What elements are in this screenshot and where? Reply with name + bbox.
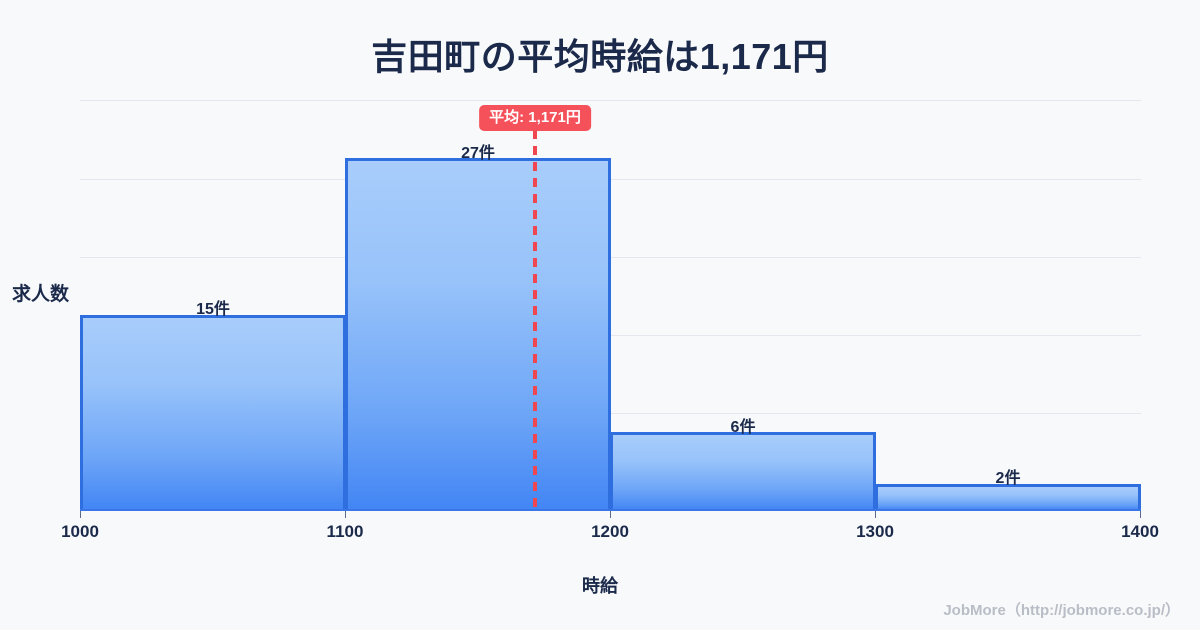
- watermark-credit: JobMore（http://jobmore.co.jp/）: [943, 602, 1180, 619]
- x-tick-label: 1400: [1121, 522, 1159, 541]
- histogram-bar: [345, 158, 611, 510]
- x-tick-label: 1100: [326, 522, 364, 541]
- x-tick-label: 1000: [61, 522, 99, 541]
- bar-value-label: 6件: [730, 419, 756, 436]
- bar-value-label: 27件: [461, 145, 495, 162]
- chart-title: 吉田町の平均時給は1,171円: [371, 36, 829, 77]
- average-badge: 平均: 1,171円: [479, 105, 591, 132]
- bar-value-label: 2件: [995, 470, 1021, 487]
- bar-value-label: 15件: [196, 301, 230, 318]
- x-tick-mark: [80, 511, 81, 518]
- x-tick-label: 1300: [856, 522, 894, 541]
- y-axis-title: 求人数: [12, 284, 70, 305]
- x-tick-mark: [610, 511, 611, 518]
- x-tick-mark: [1140, 511, 1141, 518]
- x-axis-title: 時給: [582, 576, 618, 596]
- average-line: [533, 130, 537, 510]
- histogram-bar: [80, 315, 346, 510]
- x-tick-mark: [875, 511, 876, 518]
- x-axis-line: [80, 509, 1141, 511]
- gridline: [80, 100, 1141, 101]
- x-tick-label: 1200: [591, 522, 629, 541]
- histogram-bar: [610, 432, 876, 510]
- x-tick-mark: [345, 511, 346, 518]
- histogram-bar: [875, 484, 1141, 510]
